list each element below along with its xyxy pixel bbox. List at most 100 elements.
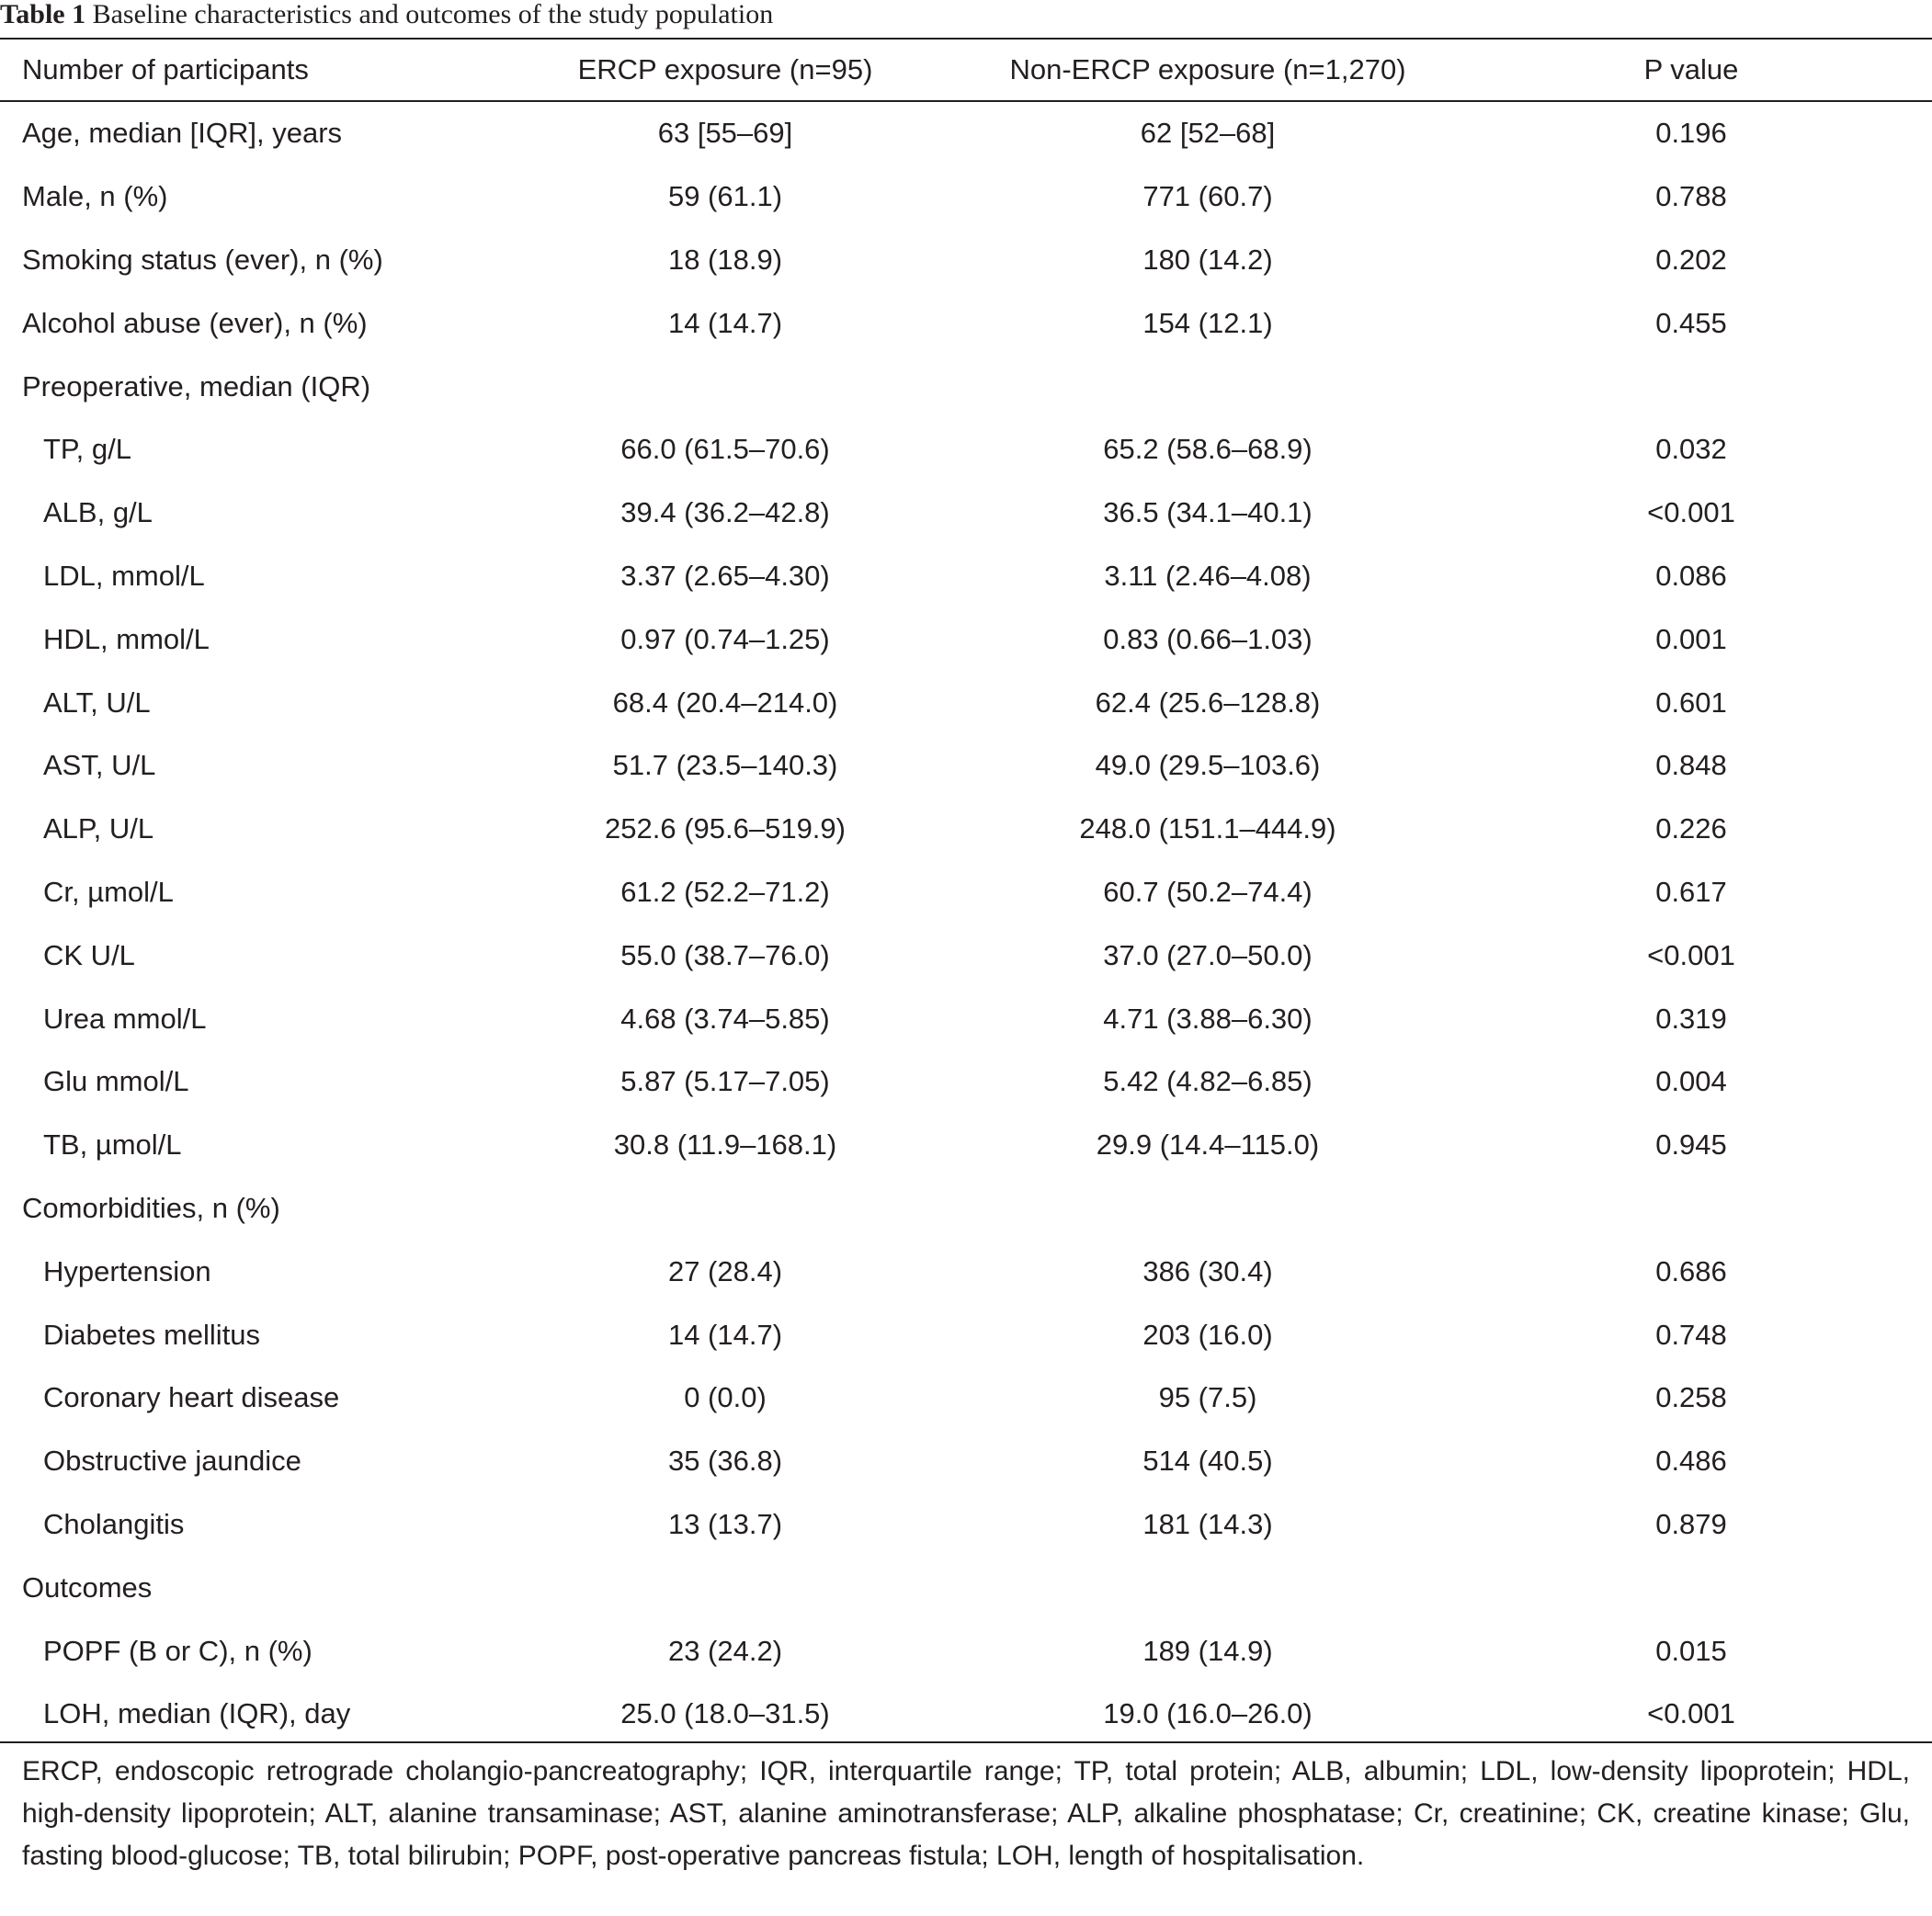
ercp-value: 14 (14.7) [667,1318,783,1351]
non-ercp-value: 37.0 (27.0–50.0) [1103,938,1313,971]
non-ercp-value [966,1177,1449,1241]
row-label: Preoperative, median (IQR) [22,369,371,402]
header-row: Number of participants ERCP exposure (n=… [0,40,1932,100]
ercp-value: 5.87 (5.17–7.05) [620,1065,830,1098]
table-row: Male, n (%) 59 (61.1) 771 (60.7) 0.788 [0,165,1932,229]
p-value: 0.455 [1655,306,1727,339]
header-rule [0,100,1932,102]
table-body: Age, median [IQR], years 63 [55–69] 62 [52… [0,102,1932,1746]
row-label: CK U/L [43,938,135,971]
non-ercp-value: 65.2 (58.6–68.9) [1103,433,1313,466]
table-row: POPF (B or C), n (%) 23 (24.2) 189 (14.9) 0… [0,1619,1932,1683]
ercp-value: 0.97 (0.74–1.25) [620,622,830,655]
ercp-value [540,1177,911,1241]
row-label: Obstructive jaundice [43,1445,301,1478]
ercp-value: 61.2 (52.2–71.2) [620,875,830,908]
table-row: Obstructive jaundice 35 (36.8) 514 (40.5) 0… [0,1430,1932,1493]
row-label: Age, median [IQR], years [22,117,343,150]
row-label: Hypertension [43,1254,211,1287]
table-row: Glu mmol/L 5.87 (5.17–7.05) 5.42 (4.82–6.8… [0,1050,1932,1114]
ercp-value: 66.0 (61.5–70.6) [620,433,830,466]
p-value: 0.226 [1655,812,1727,845]
non-ercp-value: 49.0 (29.5–103.6) [1095,749,1321,782]
p-value: <0.001 [1647,1697,1735,1730]
ercp-value: 25.0 (18.0–31.5) [620,1697,830,1730]
p-value [1507,355,1875,418]
p-value [1507,1556,1875,1619]
row-label: LDL, mmol/L [43,559,205,592]
table-footnote: ERCP, endoscopic retrograde cholangio-pa… [22,1756,1910,1871]
header-cell-ercp: ERCP exposure (n=95) [577,53,873,85]
p-value: 0.001 [1655,622,1727,655]
ercp-value: 0 (0.0) [684,1381,767,1414]
row-label: ALB, g/L [43,496,153,529]
table-caption: Table 1 Baseline characteristics and out… [0,0,773,35]
row-label: Glu mmol/L [43,1065,189,1098]
table-header: Number of participants ERCP exposure (n=… [0,40,1932,100]
non-ercp-value: 386 (30.4) [1142,1254,1273,1287]
table-row: ALP, U/L 252.6 (95.6–519.9) 248.0 (151.1–4… [0,798,1932,861]
row-label: TB, µmol/L [43,1128,182,1162]
ercp-value: 27 (28.4) [667,1254,783,1287]
non-ercp-value: 95 (7.5) [1158,1381,1257,1414]
ercp-value: 23 (24.2) [667,1634,783,1667]
non-ercp-value: 154 (12.1) [1142,306,1273,339]
ercp-value: 59 (61.1) [667,180,783,213]
p-value [1507,1177,1875,1241]
table-row: Diabetes mellitus 14 (14.7) 203 (16.0) 0.74… [0,1303,1932,1366]
header-cell-non-ercp: Non-ERCP exposure (n=1,270) [1009,53,1406,85]
header-cell-participants: Number of participants [22,53,309,85]
p-value: 0.015 [1655,1634,1727,1667]
table-row: Preoperative, median (IQR) [0,355,1932,418]
row-label: LOH, median (IQR), day [43,1697,351,1730]
row-label: AST, U/L [43,749,156,782]
non-ercp-value: 3.11 (2.46–4.08) [1104,559,1312,592]
table-row: Hypertension 27 (28.4) 386 (30.4) 0.686 [0,1240,1932,1303]
non-ercp-value: 62 [52–68] [1140,117,1276,150]
table-row: Coronary heart disease 0 (0.0) 95 (7.5) 0.2… [0,1366,1932,1430]
ercp-value: 30.8 (11.9–168.1) [613,1128,837,1162]
ercp-value: 39.4 (36.2–42.8) [620,496,830,529]
non-ercp-value: 19.0 (16.0–26.0) [1103,1697,1313,1730]
ercp-value: 63 [55–69] [657,117,793,150]
top-rule [0,38,1932,40]
table-row: Alcohol abuse (ever), n (%) 14 (14.7) 154 … [0,291,1932,355]
p-value: <0.001 [1647,938,1735,971]
non-ercp-value: 203 (16.0) [1142,1318,1273,1351]
ercp-value: 3.37 (2.65–4.30) [620,559,830,592]
non-ercp-value [966,1556,1449,1619]
row-label: Cholangitis [43,1507,185,1540]
ercp-value: 68.4 (20.4–214.0) [612,686,838,719]
p-value: 0.601 [1655,686,1727,719]
row-label: POPF (B or C), n (%) [43,1634,313,1667]
p-value: 0.879 [1655,1507,1727,1540]
table-row: HDL, mmol/L 0.97 (0.74–1.25) 0.83 (0.66–1.… [0,607,1932,671]
p-value: 0.004 [1655,1065,1727,1098]
table-row: TP, g/L 66.0 (61.5–70.6) 65.2 (58.6–68.9) 0… [0,418,1932,482]
row-label: Outcomes [22,1570,153,1604]
table-row: Urea mmol/L 4.68 (3.74–5.85) 4.71 (3.88–6.… [0,987,1932,1050]
non-ercp-value: 189 (14.9) [1142,1634,1273,1667]
p-value: 0.748 [1655,1318,1727,1351]
non-ercp-value: 4.71 (3.88–6.30) [1103,1002,1313,1035]
table-row: CK U/L 55.0 (38.7–76.0) 37.0 (27.0–50.0) <0… [0,924,1932,987]
row-label: ALT, U/L [43,686,151,719]
row-label: TP, g/L [43,433,131,466]
p-value: <0.001 [1647,496,1735,529]
non-ercp-value: 62.4 (25.6–128.8) [1095,686,1321,719]
p-value: 0.686 [1655,1254,1727,1287]
row-label: Urea mmol/L [43,1002,207,1035]
ercp-value: 252.6 (95.6–519.9) [605,812,846,845]
non-ercp-value: 0.83 (0.66–1.03) [1103,622,1313,655]
table-row: TB, µmol/L 30.8 (11.9–168.1) 29.9 (14.4–11… [0,1114,1932,1177]
row-label: ALP, U/L [43,812,154,845]
table-number: Table 1 [0,0,86,29]
row-label: Comorbidities, n (%) [22,1191,280,1224]
p-value: 0.086 [1655,559,1727,592]
non-ercp-value: 248.0 (151.1–444.9) [1079,812,1336,845]
p-value: 0.032 [1655,433,1727,466]
non-ercp-value [966,355,1449,418]
ercp-value: 4.68 (3.74–5.85) [620,1002,830,1035]
row-label: HDL, mmol/L [43,622,210,655]
p-value: 0.945 [1655,1128,1727,1162]
